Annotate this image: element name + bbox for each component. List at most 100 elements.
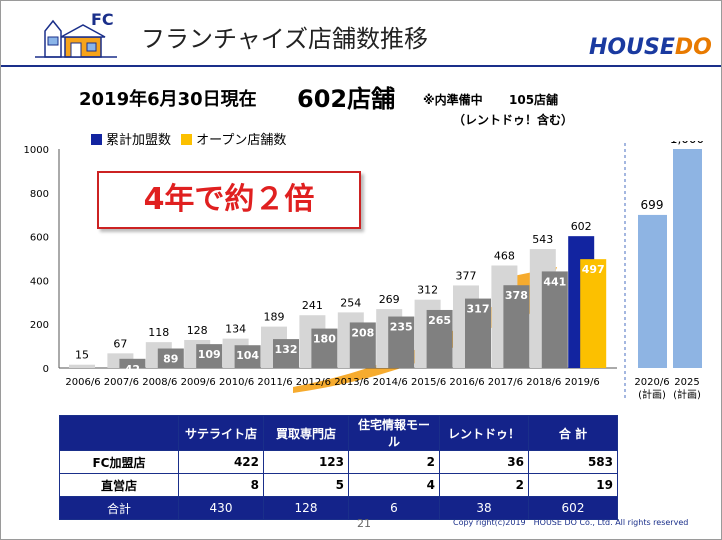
data-label-open: 180 (313, 333, 336, 346)
page-title: フランチャイズ店舗数推移 (141, 25, 429, 53)
bar-open (580, 259, 607, 368)
data-label-open: 208 (351, 326, 374, 339)
x-tick-label: 2013/6 (334, 377, 369, 388)
table-cell: 4 (348, 473, 440, 497)
table-total-cell: 602 (528, 496, 618, 520)
bar-cumulative (69, 364, 95, 368)
y-tick-label: 400 (30, 276, 49, 287)
data-label-open: 42 (125, 363, 140, 376)
data-label-open: 378 (505, 289, 528, 302)
table-header-cell: 買取専門店 (263, 415, 349, 451)
x-tick-label-plan-note: (計画) (638, 388, 666, 401)
data-label-open: 265 (428, 314, 451, 327)
data-label-cumulative: 128 (187, 324, 208, 337)
table-header-cell: レントドゥ！ (439, 415, 529, 451)
x-tick-label-plan: 2020/6 (634, 377, 669, 388)
data-label-cumulative: 377 (456, 269, 477, 282)
growth-callout-box: 4年で約２倍 (97, 171, 361, 229)
bar-open (119, 358, 146, 368)
bar-open (349, 322, 376, 368)
bar-open (157, 348, 184, 368)
data-label-cumulative: 468 (494, 250, 515, 263)
x-tick-label: 2008/6 (142, 377, 177, 388)
table-corner (59, 415, 179, 451)
table-cell: 123 (263, 450, 349, 474)
copyright-text: Copy right(c)2019 HOUSE DO Co., Ltd. All… (453, 518, 689, 527)
bar-open (541, 271, 568, 368)
x-tick-label: 2015/6 (411, 377, 446, 388)
data-label-open: 235 (390, 321, 413, 334)
brand-house: HOUSE (589, 35, 675, 60)
bar-open (426, 309, 453, 368)
data-label-open: 441 (543, 275, 566, 288)
x-tick-label: 2014/6 (373, 377, 408, 388)
bar-open (273, 339, 299, 368)
x-tick-label: 2009/6 (181, 377, 216, 388)
data-label-open: 89 (163, 353, 178, 366)
table-cell: 8 (178, 473, 264, 497)
table-cell: 19 (528, 473, 618, 497)
table-cell: 422 (178, 450, 264, 474)
bar-open (311, 328, 338, 368)
data-label-open: 497 (582, 263, 605, 276)
table-cell: 2 (348, 450, 440, 474)
x-tick-label: 2006/6 (65, 377, 100, 388)
data-label-cumulative: 602 (571, 220, 592, 233)
table-cell: 5 (263, 473, 349, 497)
y-tick-label: 0 (43, 364, 49, 375)
legend-swatch-cumulative (91, 134, 102, 145)
store-breakdown-table: サテライト店 買取専門店 住宅情報モール レントドゥ！ 合 計 FC加盟店 42… (59, 415, 618, 520)
note-rentdo: （レントドゥ！含む） (453, 113, 574, 127)
table-total-cell: 6 (348, 496, 440, 520)
page-number: 21 (357, 517, 371, 530)
bar-open (465, 298, 491, 368)
headline-store-count: 602店舗 (297, 85, 396, 113)
table-header-cell: サテライト店 (178, 415, 264, 451)
table-cell: 36 (439, 450, 529, 474)
table-total-cell: 128 (263, 496, 349, 520)
y-tick-label: 600 (30, 233, 49, 244)
logo-fc-text: FC (91, 10, 114, 29)
data-label-cumulative: 118 (148, 326, 169, 339)
x-tick-label: 2010/6 (219, 377, 254, 388)
data-label-cumulative: 312 (417, 284, 438, 297)
data-label-cumulative: 254 (340, 296, 361, 309)
chart-legend: 累計加盟数 オープン店舗数 (91, 129, 286, 148)
x-tick-label-plan: 2025 (674, 377, 699, 388)
bar-plan (673, 149, 702, 368)
bar-open (388, 316, 415, 368)
x-tick-label: 2018/6 (526, 377, 561, 388)
data-label-open: 132 (275, 343, 298, 356)
table-total-cell: 38 (439, 496, 529, 520)
y-tick-label: 1000 (24, 145, 49, 156)
table-cell: 2 (439, 473, 529, 497)
data-label-cumulative: 67 (113, 337, 127, 350)
table-total-row: 合計 430 128 6 38 602 (59, 496, 618, 520)
table-row: 直営店 8 5 4 2 19 (59, 473, 618, 497)
x-tick-label: 2012/6 (296, 377, 331, 388)
data-label-cumulative: 189 (264, 311, 285, 324)
house-do-logo: HOUSEDO (589, 35, 712, 60)
data-label-open: 104 (236, 349, 259, 362)
data-label-cumulative: 241 (302, 299, 323, 312)
y-tick-label: 800 (30, 189, 49, 200)
bar-open (503, 285, 530, 368)
note-preparing-label: ※内準備中 (423, 93, 483, 107)
bar-open (234, 345, 261, 368)
x-tick-label: 2017/6 (488, 377, 523, 388)
y-tick-label: 200 (30, 320, 49, 331)
header-divider (1, 65, 721, 67)
fc-house-logo: FC (33, 9, 119, 61)
table-header-row: サテライト店 買取専門店 住宅情報モール レントドゥ！ 合 計 (59, 415, 618, 451)
table-row-label: 直営店 (59, 473, 179, 497)
table-total-label: 合計 (59, 496, 179, 520)
legend-swatch-open (181, 134, 193, 145)
x-tick-label: 2016/6 (449, 377, 484, 388)
table-row-label: FC加盟店 (59, 450, 179, 474)
bar-plan (638, 214, 667, 368)
table-cell: 583 (528, 450, 618, 474)
note-preparing-count: 105店舗 (509, 93, 559, 107)
headline-date: 2019年6月30日現在 (79, 89, 257, 110)
